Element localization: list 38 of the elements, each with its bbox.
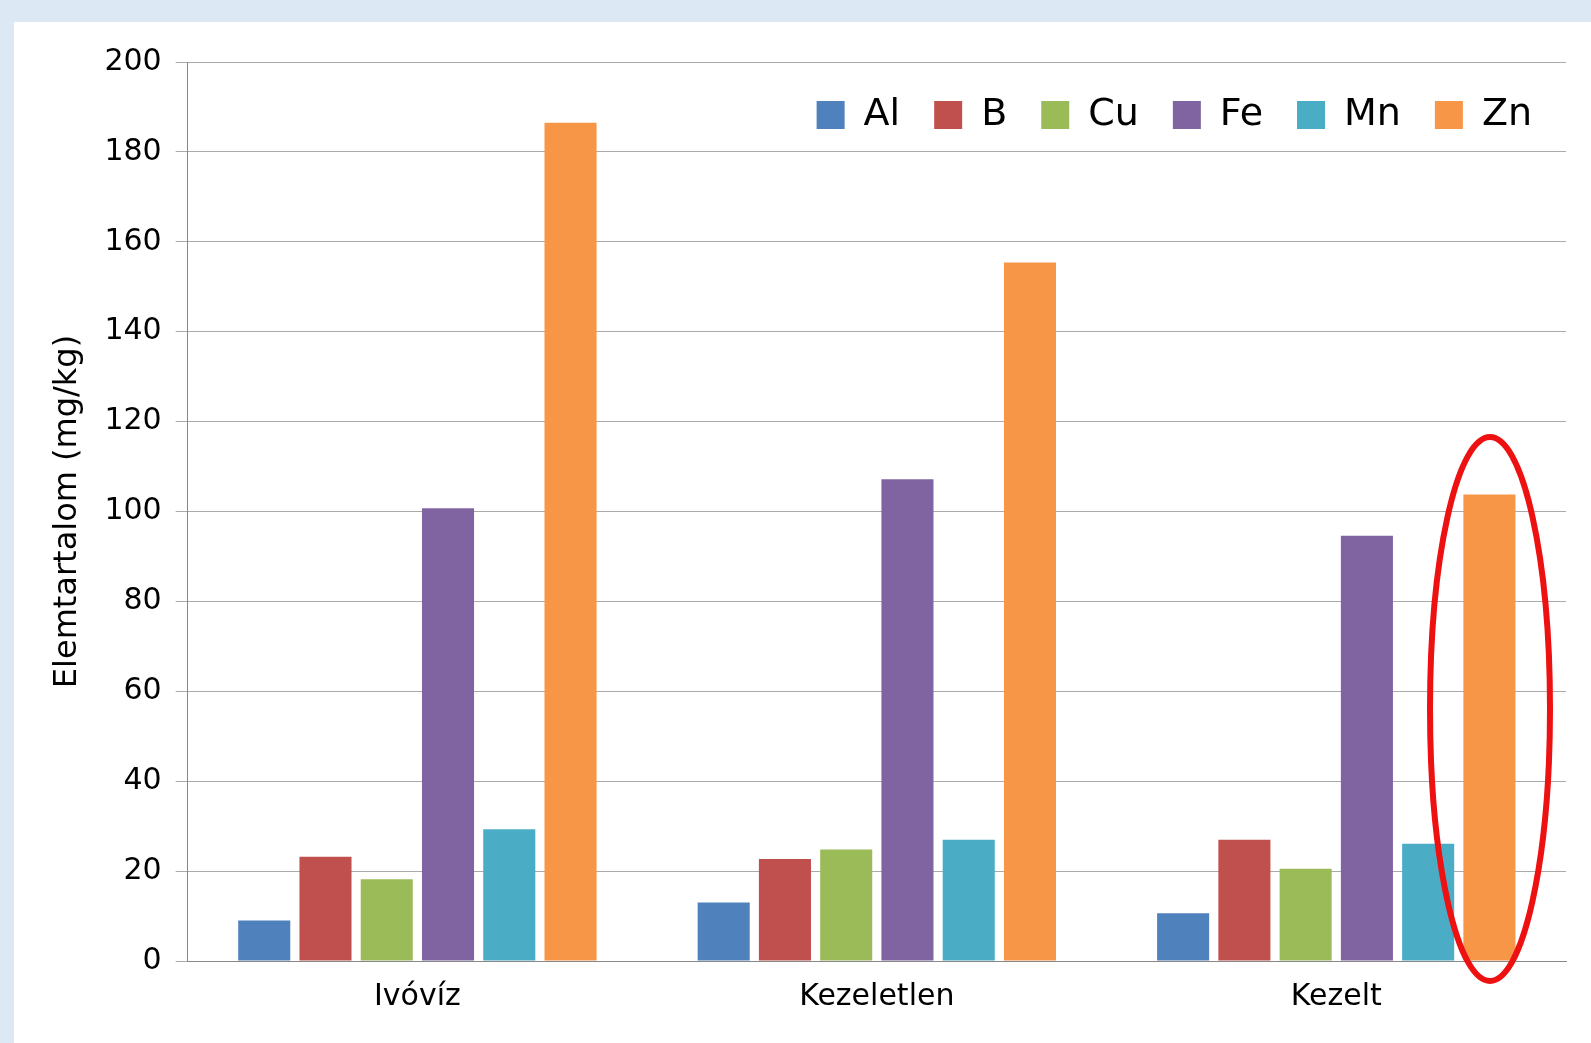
y-tick-label: 80 bbox=[123, 581, 162, 617]
bar bbox=[360, 879, 413, 961]
y-tick-label: 140 bbox=[104, 311, 162, 347]
bar bbox=[881, 479, 934, 961]
y-tick-label: 20 bbox=[123, 850, 162, 886]
y-tick-label: 40 bbox=[123, 761, 162, 796]
x-tick-label: Kezeletlen bbox=[799, 976, 955, 1012]
legend-label: Fe bbox=[1219, 89, 1264, 134]
bar bbox=[544, 122, 597, 961]
y-tick-label: 100 bbox=[104, 491, 162, 527]
bar bbox=[1218, 839, 1271, 961]
bar bbox=[1402, 843, 1455, 961]
bar bbox=[483, 829, 536, 961]
bar bbox=[238, 920, 291, 961]
bar bbox=[299, 856, 352, 961]
legend-label: B bbox=[981, 89, 1008, 134]
x-tick-label: Kezelt bbox=[1290, 976, 1382, 1012]
bar bbox=[1003, 262, 1057, 961]
x-tick-label: Ivóvíz bbox=[373, 976, 461, 1012]
bar bbox=[697, 902, 750, 961]
legend-label: Cu bbox=[1088, 89, 1139, 134]
legend-label: Zn bbox=[1481, 89, 1533, 134]
y-tick-label: 200 bbox=[104, 41, 162, 77]
bar bbox=[1279, 868, 1332, 961]
bar bbox=[758, 858, 811, 961]
bar bbox=[820, 849, 873, 961]
y-tick-label: 60 bbox=[123, 671, 162, 707]
y-axis-title: Elemtartalom (mg/kg) bbox=[45, 334, 84, 689]
y-tick-label: 160 bbox=[104, 221, 162, 257]
bar bbox=[1157, 913, 1210, 961]
legend-label: Mn bbox=[1344, 89, 1401, 134]
bar bbox=[1340, 535, 1393, 961]
y-tick-label: 120 bbox=[104, 401, 162, 437]
legend-label: Al bbox=[863, 89, 901, 134]
bar bbox=[942, 839, 995, 961]
y-tick-label: 0 bbox=[142, 940, 162, 976]
bar bbox=[421, 508, 475, 961]
y-tick-label: 180 bbox=[104, 131, 162, 167]
